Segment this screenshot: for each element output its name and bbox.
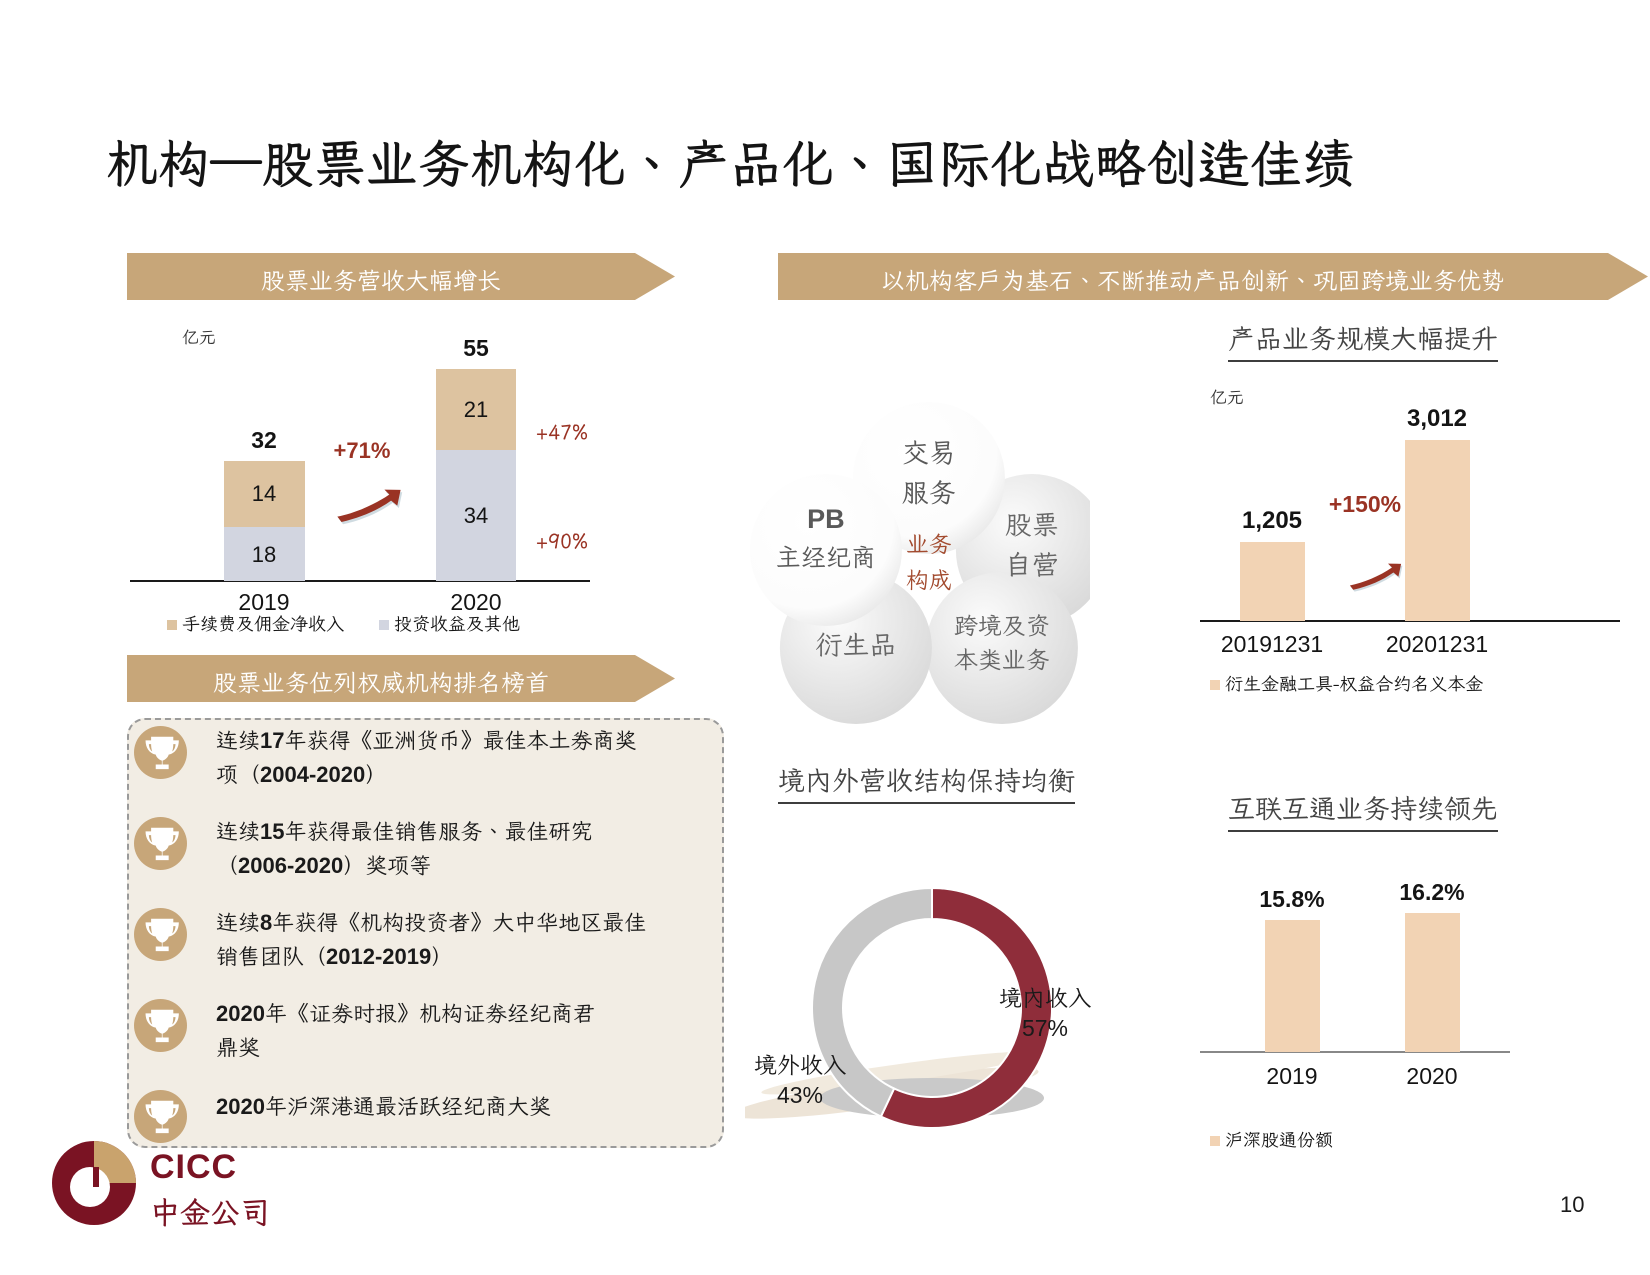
svg-text:57%: 57%: [1022, 1015, 1068, 1041]
svg-text:55: 55: [463, 335, 489, 361]
svg-text:+71%: +71%: [334, 438, 391, 463]
svg-text:服务: 服务: [902, 474, 956, 510]
svg-text:20191231: 20191231: [1221, 631, 1323, 657]
svg-text:+150%: +150%: [1329, 491, 1401, 517]
svg-text:14: 14: [252, 481, 276, 506]
svg-text:交易: 交易: [902, 434, 956, 470]
svg-text:本类业务: 本类业务: [954, 643, 1050, 675]
svg-text:跨境及资: 跨境及资: [954, 609, 1050, 641]
svg-text:衍生品: 衍生品: [815, 626, 896, 662]
svg-text:构成: 构成: [906, 564, 952, 595]
svg-text:股票: 股票: [1005, 506, 1059, 542]
svg-text:自营: 自营: [1005, 546, 1059, 582]
svg-text:18: 18: [252, 542, 276, 567]
svg-text:20201231: 20201231: [1386, 631, 1488, 657]
svg-text:境外收入: 境外收入: [754, 1049, 846, 1080]
svg-text:16.2%: 16.2%: [1399, 879, 1464, 905]
svg-text:主经纪商: 主经纪商: [776, 541, 876, 574]
svg-text:业务: 业务: [906, 528, 952, 559]
svg-text:21: 21: [464, 397, 488, 422]
svg-text:3,012: 3,012: [1407, 405, 1467, 432]
svg-text:境内收入: 境内收入: [999, 982, 1091, 1013]
svg-text:43%: 43%: [777, 1082, 823, 1108]
svg-text:32: 32: [251, 427, 277, 453]
svg-text:15.8%: 15.8%: [1259, 886, 1324, 912]
svg-text:PB: PB: [807, 504, 845, 534]
svg-text:2020: 2020: [1406, 1063, 1457, 1089]
svg-text:1,205: 1,205: [1242, 507, 1302, 534]
svg-text:34: 34: [464, 503, 488, 528]
svg-text:2019: 2019: [1266, 1063, 1317, 1089]
